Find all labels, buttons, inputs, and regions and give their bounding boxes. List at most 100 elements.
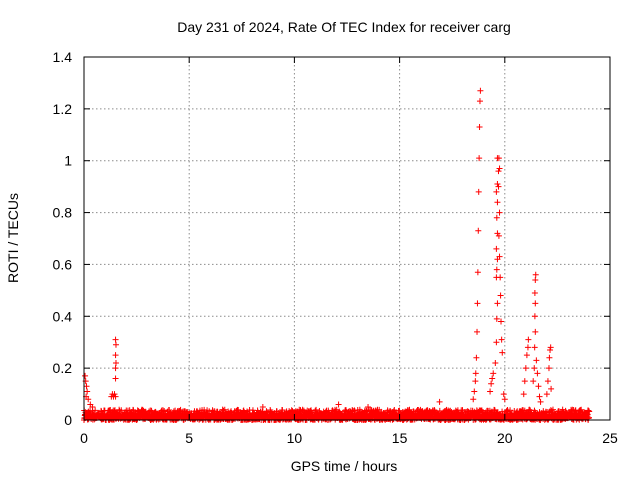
data-point — [531, 365, 538, 372]
data-point — [89, 404, 96, 411]
data-point — [586, 408, 593, 415]
data-point — [82, 372, 89, 379]
x-tick-label: 5 — [185, 430, 193, 446]
data-point — [112, 365, 119, 372]
data-point — [493, 245, 500, 252]
data-point — [474, 328, 481, 335]
data-point — [503, 407, 510, 414]
data-point — [471, 388, 478, 395]
y-tick-label: 0.4 — [53, 308, 73, 324]
data-point — [499, 349, 506, 356]
data-point — [112, 336, 119, 343]
plot-frame — [83, 56, 611, 421]
data-point — [112, 375, 119, 382]
data-point — [493, 266, 500, 273]
data-point — [112, 341, 119, 348]
data-point — [520, 391, 527, 398]
data-point — [533, 357, 540, 364]
data-point — [498, 318, 505, 325]
data-point — [477, 87, 484, 94]
data-point — [532, 276, 539, 283]
data-point — [112, 352, 119, 359]
data-point — [532, 300, 539, 307]
y-tick-label: 0.6 — [53, 256, 73, 272]
data-point — [497, 292, 504, 299]
data-point — [494, 300, 501, 307]
data-point — [476, 98, 483, 105]
data-point — [532, 271, 539, 278]
data-point — [531, 313, 538, 320]
data-point — [524, 344, 531, 351]
data-point — [495, 183, 502, 190]
data-point — [495, 155, 502, 162]
data-point — [532, 328, 539, 335]
data-point — [493, 315, 500, 322]
data-point — [498, 336, 505, 343]
data-point — [476, 155, 483, 162]
data-point — [351, 408, 358, 415]
data-point — [547, 344, 554, 351]
data-point — [259, 404, 266, 411]
data-point — [526, 406, 533, 413]
data-point — [494, 181, 501, 188]
data-point — [534, 370, 541, 377]
data-point — [85, 396, 92, 403]
data-point — [83, 383, 90, 390]
data-point — [177, 406, 184, 413]
data-point — [546, 354, 553, 361]
data-point — [475, 227, 482, 234]
data-point — [521, 378, 528, 385]
data-point — [472, 378, 479, 385]
x-axis-label: GPS time / hours — [291, 458, 398, 474]
data-point — [472, 370, 479, 377]
data-point — [494, 230, 501, 237]
data-point — [496, 253, 503, 260]
data-point — [474, 269, 481, 276]
data-point — [536, 393, 543, 400]
data-point — [447, 407, 454, 414]
data-point — [531, 289, 538, 296]
data-point — [335, 401, 342, 408]
data-point — [489, 375, 496, 382]
x-tick-label: 0 — [80, 430, 88, 446]
data-point — [547, 346, 554, 353]
y-tick-label: 1.4 — [53, 49, 73, 65]
y-tick-label: 0.2 — [53, 360, 73, 376]
data-point — [476, 124, 483, 131]
data-point — [544, 378, 551, 385]
data-point — [111, 391, 118, 398]
data-point — [492, 359, 499, 366]
data-point — [535, 383, 542, 390]
y-axis-label: ROTI / TECUs — [5, 193, 21, 283]
data-point — [118, 407, 125, 414]
data-point — [475, 188, 482, 195]
data-point — [530, 378, 537, 385]
data-point — [493, 214, 500, 221]
data-point — [545, 365, 552, 372]
data-points — [81, 87, 593, 423]
data-point — [496, 209, 503, 216]
data-point — [522, 365, 529, 372]
data-point — [493, 188, 500, 195]
x-tick-label: 10 — [287, 430, 303, 446]
grid-lines — [84, 57, 610, 420]
data-point — [493, 339, 500, 346]
data-point — [112, 393, 119, 400]
data-point — [365, 404, 372, 411]
data-point — [474, 300, 481, 307]
data-point — [495, 168, 502, 175]
data-point — [436, 398, 443, 405]
x-tick-label: 25 — [602, 430, 618, 446]
y-tick-label: 0.8 — [53, 205, 73, 221]
data-point — [549, 406, 556, 413]
data-point — [497, 274, 504, 281]
x-axis-ticks: 0 5 10 15 20 25 — [80, 57, 618, 446]
data-point — [537, 398, 544, 405]
data-point — [487, 388, 494, 395]
data-point — [523, 352, 530, 359]
data-point — [531, 344, 538, 351]
data-point — [490, 370, 497, 377]
data-point — [84, 388, 91, 395]
data-point — [543, 391, 550, 398]
